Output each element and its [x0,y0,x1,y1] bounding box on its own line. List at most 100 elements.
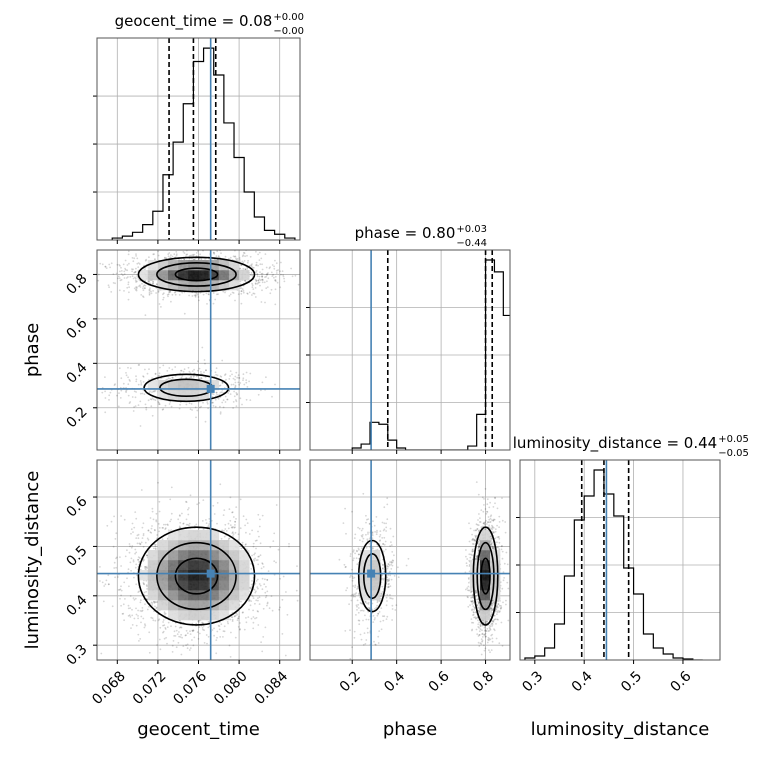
sample-point [152,600,155,603]
sample-point [138,561,141,563]
sample-point [200,377,203,380]
sample-point [233,615,236,617]
sample-point [197,638,200,640]
sample-point [269,266,271,269]
sample-point [158,372,161,375]
sample-point [247,616,250,618]
sample-point [124,259,127,262]
sample-point [127,376,129,379]
sample-point [155,606,158,609]
sample-point [237,617,239,620]
sample-point [231,291,234,294]
sample-point [252,288,255,290]
sample-point [136,286,138,289]
sample-point [135,607,137,610]
sample-point [187,508,189,511]
sample-point [243,383,246,386]
sample-point [216,522,218,525]
sample-point [115,272,118,275]
sample-point [201,621,204,624]
sample-point [127,607,130,610]
sample-point [191,295,194,297]
sample-point [198,377,201,380]
sample-point [200,405,203,408]
sample-point [215,255,218,257]
sample-point [245,381,248,384]
sample-point [174,366,177,368]
sample-point [256,282,259,285]
sample-point [229,370,232,372]
sample-point [250,264,253,266]
sample-point [229,519,232,522]
sample-point [279,286,282,289]
sample-point [197,296,200,298]
sample-point [156,644,159,646]
sample-point [240,302,243,305]
sample-point [257,393,260,396]
sample-point [218,385,221,387]
sample-point [173,291,176,294]
sample-point [120,565,122,567]
sample-point [134,279,137,282]
sample-point [180,369,182,372]
sample-point [128,402,131,404]
sample-point [158,638,161,641]
sample-point [129,616,132,618]
sample-point [197,620,200,622]
sample-point [237,533,240,536]
sample-point [116,394,118,397]
sample-point [182,522,185,525]
sample-point [288,545,290,548]
sample-point [138,263,141,265]
sample-point [255,263,258,266]
sample-point [135,287,138,290]
sample-point [213,634,216,637]
sample-point [218,256,220,258]
sample-point [150,601,153,604]
sample-point [114,282,116,285]
sample-point [229,524,232,526]
sample-point [124,598,126,600]
sample-point [252,609,255,612]
sample-point [144,284,147,287]
sample-point [164,628,167,630]
sample-point [179,521,182,524]
sample-point [130,546,133,549]
sample-point [145,565,148,568]
sample-point [166,642,168,645]
sample-point [232,526,234,528]
sample-point [194,294,197,296]
sample-point [265,594,268,597]
sample-point [232,533,235,535]
sample-point [252,292,255,295]
sample-point [171,368,174,371]
sample-point [241,255,244,258]
sample-point [132,560,135,563]
sample-point [233,615,236,618]
sample-point [175,251,178,253]
sample-point [108,583,110,586]
sample-point [258,583,261,585]
sample-point [217,255,220,257]
sample-point [259,542,262,545]
sample-point [218,665,220,667]
sample-point [228,257,230,260]
sample-point [142,287,144,290]
sample-point [219,391,222,394]
sample-point [125,390,127,392]
sample-point [246,292,249,295]
sample-point [152,518,155,521]
sample-point [244,281,247,283]
sample-point [241,288,244,290]
sample-point [148,631,151,634]
sample-point [142,295,144,298]
sample-point [121,613,124,615]
sample-point [119,279,122,282]
sample-point [149,287,151,290]
sample-point [223,529,225,532]
density-cell [198,380,209,391]
sample-point [195,255,198,257]
sample-point [108,263,111,266]
sample-point [128,543,131,545]
sample-point [159,626,162,629]
